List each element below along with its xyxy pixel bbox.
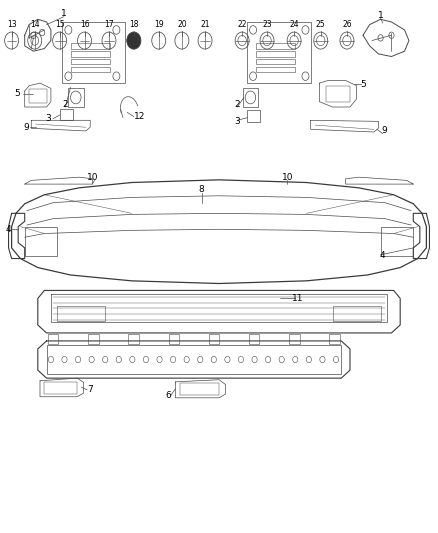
- Text: 4: 4: [6, 225, 11, 234]
- Text: 1: 1: [61, 10, 67, 19]
- Text: 2: 2: [63, 100, 68, 109]
- Text: 12: 12: [134, 112, 145, 121]
- Bar: [381, 227, 413, 256]
- Text: 14: 14: [30, 20, 39, 29]
- Text: 25: 25: [316, 20, 325, 29]
- Text: 1: 1: [378, 11, 383, 20]
- Text: 10: 10: [282, 173, 294, 182]
- Text: 24: 24: [289, 20, 299, 29]
- Text: 16: 16: [80, 20, 89, 29]
- Text: 2: 2: [234, 100, 240, 109]
- Bar: [57, 306, 106, 321]
- Bar: [332, 306, 381, 321]
- Text: 3: 3: [45, 114, 51, 123]
- Bar: [169, 334, 179, 344]
- Bar: [329, 334, 340, 344]
- Bar: [180, 383, 219, 395]
- Bar: [71, 43, 110, 49]
- Bar: [46, 345, 341, 374]
- Bar: [128, 334, 139, 344]
- Bar: [249, 334, 259, 344]
- Text: 5: 5: [360, 79, 366, 88]
- Text: 9: 9: [381, 126, 387, 135]
- Bar: [247, 22, 311, 83]
- Text: 22: 22: [237, 20, 247, 29]
- Text: 5: 5: [14, 89, 20, 98]
- Bar: [247, 110, 261, 122]
- Bar: [71, 51, 110, 56]
- Text: 8: 8: [199, 185, 205, 194]
- Bar: [60, 109, 73, 120]
- Bar: [256, 67, 295, 72]
- Text: 21: 21: [200, 20, 210, 29]
- Bar: [256, 51, 295, 56]
- Text: 18: 18: [129, 20, 138, 29]
- Text: 11: 11: [292, 294, 304, 303]
- Bar: [326, 86, 350, 102]
- Text: 15: 15: [55, 20, 64, 29]
- Bar: [71, 67, 110, 72]
- Bar: [62, 22, 125, 83]
- Text: 3: 3: [234, 117, 240, 126]
- Bar: [44, 382, 77, 394]
- Text: 19: 19: [154, 20, 163, 29]
- Text: 4: 4: [380, 252, 385, 260]
- Text: 26: 26: [342, 20, 352, 29]
- Text: 10: 10: [87, 173, 98, 182]
- Text: 20: 20: [177, 20, 187, 29]
- Bar: [25, 227, 57, 256]
- Text: 13: 13: [7, 20, 16, 29]
- Text: 9: 9: [23, 123, 29, 132]
- Bar: [29, 90, 46, 103]
- Bar: [68, 88, 84, 107]
- Text: 6: 6: [165, 391, 171, 400]
- Bar: [243, 88, 258, 107]
- Bar: [256, 59, 295, 64]
- Bar: [88, 334, 99, 344]
- Bar: [256, 43, 295, 49]
- Bar: [71, 59, 110, 64]
- Text: 17: 17: [104, 20, 114, 29]
- Bar: [289, 334, 300, 344]
- Bar: [209, 334, 219, 344]
- Text: 7: 7: [87, 385, 93, 394]
- Bar: [48, 334, 58, 344]
- Text: 23: 23: [262, 20, 272, 29]
- Circle shape: [127, 32, 141, 49]
